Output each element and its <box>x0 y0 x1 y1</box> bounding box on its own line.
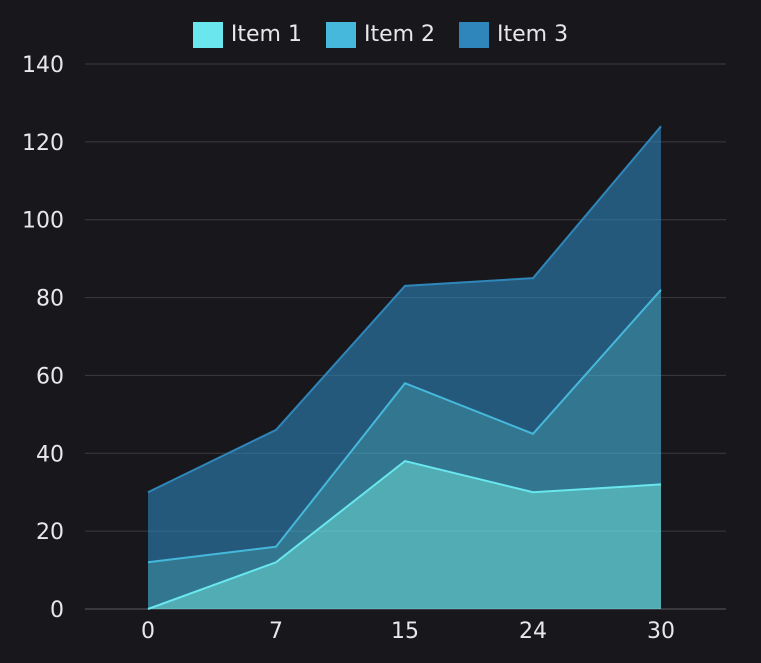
legend-item-item-1[interactable]: Item 1 <box>192 22 302 48</box>
area-item-3 <box>148 126 661 563</box>
x-tick-label-24: 24 <box>519 619 547 644</box>
line-item-3 <box>147 125 662 494</box>
legend-label-item-2: Item 2 <box>363 22 436 47</box>
x-tick-label-7: 7 <box>269 619 283 644</box>
y-tick-label-20: 20 <box>36 520 64 545</box>
line-item-1 <box>147 459 662 610</box>
line-item-2 <box>147 289 662 564</box>
y-tick-label-40: 40 <box>36 442 64 467</box>
legend: Item 1 Item 2 Item 3 <box>0 22 761 48</box>
y-tick-label-100: 100 <box>22 209 64 234</box>
y-tick-label-140: 140 <box>22 53 64 78</box>
area-item-2 <box>148 289 661 609</box>
legend-item-item-2[interactable]: Item 2 <box>325 22 436 48</box>
y-tick-label-0: 0 <box>50 598 64 623</box>
x-tick-label-0: 0 <box>141 619 155 644</box>
y-tick-label-80: 80 <box>36 287 64 312</box>
y-tick-label-60: 60 <box>36 364 64 389</box>
legend-label-item-1: Item 1 <box>230 22 302 47</box>
y-tick-label-120: 120 <box>22 131 64 156</box>
legend-swatch-item-3 <box>459 22 490 48</box>
x-tick-label-30: 30 <box>647 619 675 644</box>
legend-label-item-3: Item 3 <box>497 22 569 47</box>
x-tick-label-15: 15 <box>391 619 419 644</box>
legend-swatch-item-2 <box>325 22 356 48</box>
area-item-1 <box>148 461 661 609</box>
legend-swatch-item-1 <box>192 22 223 48</box>
legend-item-item-3[interactable]: Item 3 <box>459 22 568 48</box>
